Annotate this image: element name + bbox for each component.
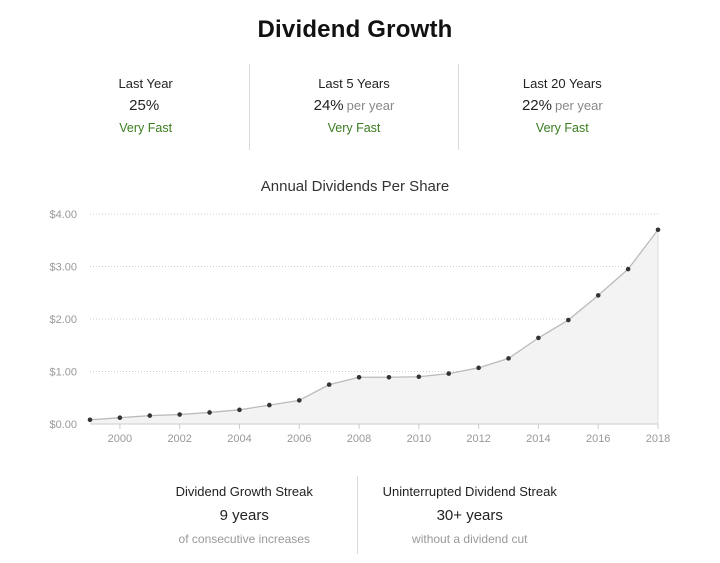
data-point (296, 398, 302, 403)
stat-rating: Very Fast (119, 121, 173, 135)
series-line (89, 229, 659, 421)
x-tick-label: 2002 (167, 433, 191, 445)
data-point (237, 407, 242, 413)
y-tick-label: $2.00 (49, 314, 77, 326)
stat-value: 22% per year (459, 97, 666, 119)
data-point (416, 374, 422, 380)
stat-value: 24% per year (250, 97, 457, 119)
streak-value: 9 years (219, 507, 269, 524)
data-point (356, 374, 362, 380)
data-point (326, 382, 332, 387)
data-point (147, 413, 153, 418)
data-point (117, 415, 123, 421)
streak-label: Dividend Growth Streak (175, 484, 313, 499)
stat-last-20-years: Last 20 Years 22% per year Very Fast (457, 64, 666, 150)
streak-uninterrupted: Uninterrupted Dividend Streak 30+ years … (356, 476, 583, 554)
series-area (90, 229, 658, 424)
stat-rating: Very Fast (327, 121, 381, 135)
data-point (536, 335, 541, 341)
data-point (625, 266, 631, 272)
stat-last-5-years: Last 5 Years 24% per year Very Fast (249, 64, 457, 150)
stat-label: Last 5 Years (318, 76, 390, 91)
streaks: Dividend Growth Streak 9 years of consec… (132, 476, 582, 554)
x-tick-label: 2016 (586, 433, 610, 445)
y-tick-label: $1.00 (49, 367, 77, 379)
data-point (267, 402, 272, 408)
data-point (87, 417, 93, 423)
y-tick-label: $4.00 (49, 209, 77, 221)
growth-stats: Last Year 25% Very Fast Last 5 Years 24%… (42, 64, 666, 150)
streak-sub: without a dividend cut (412, 532, 528, 546)
x-tick-label: 2018 (646, 433, 670, 445)
stat-label: Last 20 Years (522, 76, 602, 91)
data-point (446, 371, 452, 376)
y-tick-label: $0.00 (49, 419, 77, 431)
streak-label: Uninterrupted Dividend Streak (382, 484, 557, 499)
data-point (506, 356, 511, 361)
stat-label: Last Year (118, 76, 173, 91)
x-tick-label: 2006 (287, 433, 311, 445)
data-point (566, 317, 571, 323)
streak-growth: Dividend Growth Streak 9 years of consec… (132, 476, 357, 554)
stat-value-suffix: per year (346, 98, 395, 113)
page-title: Dividend Growth (257, 16, 453, 43)
stat-value-number: 22% (521, 97, 552, 114)
x-tick-label: 2010 (407, 433, 431, 445)
data-point (177, 412, 182, 417)
streak-sub: of consecutive increases (178, 532, 310, 546)
stat-value-number: 25% (129, 97, 160, 114)
x-tick-label: 2008 (347, 433, 371, 445)
data-point (655, 227, 661, 233)
x-tick-label: 2014 (526, 433, 550, 445)
x-tick-label: 2004 (227, 433, 251, 445)
chart-title: Annual Dividends Per Share (260, 178, 450, 195)
data-point (476, 365, 481, 371)
data-point (595, 293, 601, 298)
dividends-chart: $0.00 $1.00 $2.00 $3.00 $4.00 2000 2002 2004 200… (49, 209, 670, 445)
streak-value: 30+ years (436, 507, 503, 524)
x-tick-label: 2000 (108, 433, 132, 445)
stat-value-suffix: per year (554, 98, 603, 113)
stat-value: 25% (42, 97, 249, 119)
stat-value-number: 24% (313, 97, 344, 114)
y-tick-label: $3.00 (49, 262, 77, 274)
x-tick-label: 2012 (466, 433, 490, 445)
data-point (207, 410, 212, 415)
data-point (386, 374, 392, 380)
stat-rating: Very Fast (535, 121, 589, 135)
stat-last-year: Last Year 25% Very Fast (42, 64, 249, 150)
